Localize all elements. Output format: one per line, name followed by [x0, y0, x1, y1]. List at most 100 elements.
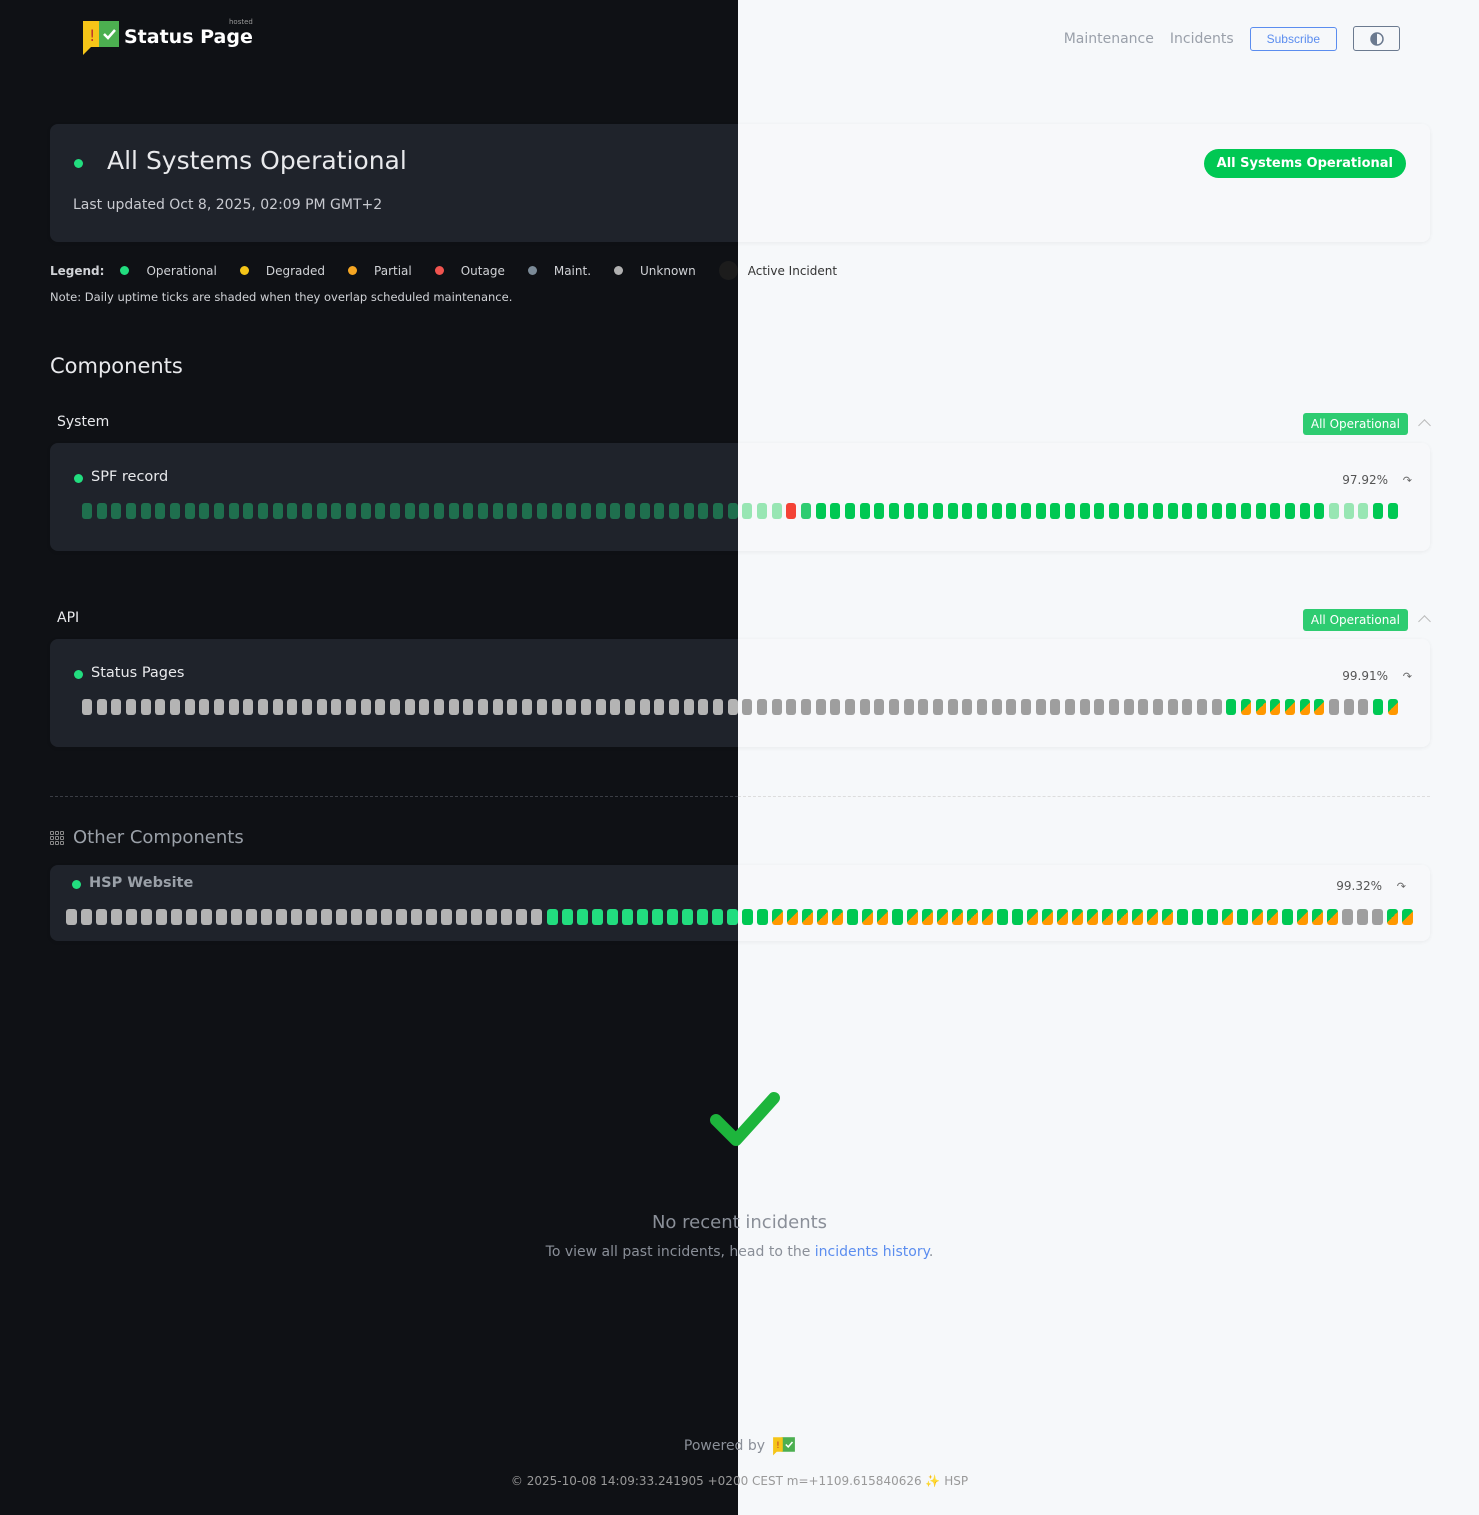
uptime-tick-operational-light[interactable] — [302, 503, 313, 519]
uptime-tick-maintenance[interactable] — [1270, 699, 1281, 715]
uptime-tick-unknown[interactable] — [1138, 699, 1149, 715]
refresh-icon[interactable]: ↷ — [1396, 880, 1406, 893]
uptime-tick-operational[interactable] — [546, 909, 558, 925]
uptime-tick-unknown[interactable] — [246, 909, 258, 925]
uptime-tick-unknown[interactable] — [216, 909, 228, 925]
uptime-tick-maintenance[interactable] — [951, 909, 963, 925]
uptime-tick-unknown[interactable] — [81, 909, 93, 925]
uptime-tick-unknown[interactable] — [859, 699, 870, 715]
uptime-tick-unknown[interactable] — [844, 699, 855, 715]
uptime-tick-operational-light[interactable] — [463, 503, 474, 519]
uptime-tick-operational-light[interactable] — [184, 503, 195, 519]
uptime-tick-operational-light[interactable] — [258, 503, 269, 519]
uptime-tick-operational[interactable] — [962, 503, 973, 519]
uptime-tick-unknown[interactable] — [712, 699, 723, 715]
uptime-tick-operational[interactable] — [1314, 503, 1325, 519]
uptime-tick-operational[interactable] — [815, 503, 826, 519]
uptime-tick-operational[interactable] — [1123, 503, 1134, 519]
uptime-tick-unknown[interactable] — [501, 909, 513, 925]
uptime-tick-operational-light[interactable] — [448, 503, 459, 519]
uptime-tick-operational-light[interactable] — [199, 503, 210, 519]
uptime-tick-operational-light[interactable] — [390, 503, 401, 519]
uptime-tick-unknown[interactable] — [1329, 699, 1340, 715]
uptime-tick-unknown[interactable] — [683, 699, 694, 715]
uptime-tick-unknown[interactable] — [82, 699, 92, 715]
uptime-tick-unknown[interactable] — [156, 909, 168, 925]
uptime-tick-unknown[interactable] — [786, 699, 797, 715]
uptime-tick-maintenance[interactable] — [1267, 909, 1279, 925]
uptime-tick-operational-light[interactable] — [404, 503, 415, 519]
uptime-tick-unknown[interactable] — [276, 909, 288, 925]
uptime-tick-unknown[interactable] — [96, 909, 108, 925]
uptime-tick-unknown[interactable] — [171, 909, 183, 925]
uptime-tick-maintenance[interactable] — [1087, 909, 1099, 925]
uptime-tick-maintenance[interactable] — [1297, 909, 1309, 925]
uptime-tick-operational-light[interactable] — [170, 503, 181, 519]
uptime-tick-operational-light[interactable] — [155, 503, 166, 519]
uptime-tick-maintenance[interactable] — [1162, 909, 1174, 925]
uptime-tick-unknown[interactable] — [261, 909, 273, 925]
uptime-tick-unknown[interactable] — [800, 699, 811, 715]
uptime-tick-unknown[interactable] — [522, 699, 533, 715]
uptime-tick-unknown[interactable] — [991, 699, 1002, 715]
uptime-tick-operational-light[interactable] — [551, 503, 562, 519]
uptime-tick-operational[interactable] — [1094, 503, 1105, 519]
uptime-tick-unknown[interactable] — [321, 909, 333, 925]
uptime-tick-unknown[interactable] — [698, 699, 709, 715]
uptime-tick-maintenance[interactable] — [936, 909, 948, 925]
uptime-tick-unknown[interactable] — [287, 699, 298, 715]
uptime-tick-unknown[interactable] — [486, 909, 498, 925]
uptime-tick-operational[interactable] — [1255, 503, 1266, 519]
uptime-tick-maintenance[interactable] — [816, 909, 828, 925]
uptime-tick-operational-light[interactable] — [668, 503, 679, 519]
uptime-tick-unknown[interactable] — [1035, 699, 1046, 715]
uptime-tick-operational[interactable] — [1177, 909, 1189, 925]
uptime-tick-operational[interactable] — [1065, 503, 1076, 519]
uptime-tick-unknown[interactable] — [742, 699, 753, 715]
uptime-tick-unknown[interactable] — [381, 909, 393, 925]
uptime-tick-unknown[interactable] — [1197, 699, 1208, 715]
uptime-tick-operational[interactable] — [1241, 503, 1252, 519]
uptime-tick-operational[interactable] — [621, 909, 633, 925]
uptime-tick-operational-light[interactable] — [654, 503, 665, 519]
uptime-tick-unknown[interactable] — [434, 699, 445, 715]
uptime-tick-operational-light[interactable] — [316, 503, 327, 519]
uptime-tick-operational[interactable] — [1079, 503, 1090, 519]
uptime-tick-operational-light[interactable] — [272, 503, 283, 519]
uptime-tick-operational-light[interactable] — [360, 503, 371, 519]
uptime-tick-operational-light[interactable] — [375, 503, 386, 519]
uptime-tick-operational-light[interactable] — [140, 503, 151, 519]
uptime-tick-operational-light[interactable] — [639, 503, 650, 519]
subscribe-button[interactable]: Subscribe — [1249, 26, 1337, 51]
uptime-tick-maintenance[interactable] — [1387, 699, 1398, 715]
uptime-tick-unknown[interactable] — [756, 699, 767, 715]
uptime-tick-unknown[interactable] — [111, 699, 122, 715]
refresh-icon[interactable]: ↷ — [1402, 474, 1412, 487]
uptime-tick-operational-light[interactable] — [698, 503, 709, 519]
uptime-tick-unknown[interactable] — [336, 909, 348, 925]
uptime-tick-maintenance[interactable] — [1147, 909, 1159, 925]
uptime-tick-operational[interactable] — [1226, 699, 1237, 715]
uptime-tick-maintenance[interactable] — [1222, 909, 1234, 925]
uptime-tick-operational-light[interactable] — [756, 503, 767, 519]
uptime-tick-unknown[interactable] — [815, 699, 826, 715]
nav-incidents[interactable]: Incidents — [1169, 30, 1234, 47]
theme-toggle-button[interactable] — [1353, 26, 1400, 51]
uptime-tick-maintenance[interactable] — [1252, 909, 1264, 925]
uptime-tick-unknown[interactable] — [874, 699, 885, 715]
uptime-tick-operational[interactable] — [1211, 503, 1222, 519]
uptime-tick-operational[interactable] — [591, 909, 603, 925]
uptime-tick-operational-light[interactable] — [243, 503, 254, 519]
uptime-tick-unknown[interactable] — [199, 699, 210, 715]
uptime-tick-unknown[interactable] — [316, 699, 327, 715]
uptime-tick-operational-light[interactable] — [331, 503, 342, 519]
uptime-tick-unknown[interactable] — [595, 699, 606, 715]
uptime-tick-unknown[interactable] — [1372, 909, 1384, 925]
uptime-tick-maintenance[interactable] — [786, 909, 798, 925]
uptime-tick-operational[interactable] — [1011, 909, 1023, 925]
nav-maintenance[interactable]: Maintenance — [1063, 30, 1154, 47]
incidents-history-link[interactable]: incidents history — [814, 1244, 929, 1260]
uptime-tick-unknown[interactable] — [1021, 699, 1031, 715]
uptime-tick-operational[interactable] — [891, 909, 903, 925]
uptime-tick-unknown[interactable] — [140, 699, 151, 715]
